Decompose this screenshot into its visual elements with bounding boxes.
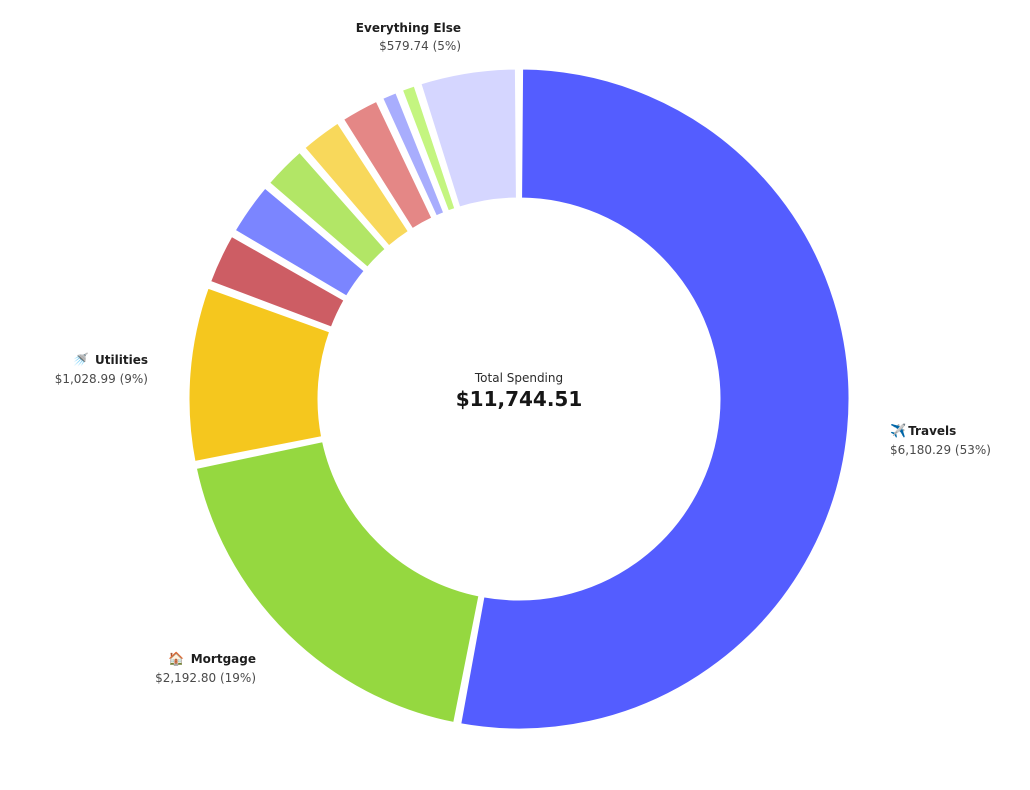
slice-name: Everything Else	[355, 21, 461, 35]
slice-value: $1,028.99 (9%)	[54, 372, 148, 386]
slice-name-row: 🏠 Mortgage	[155, 650, 256, 669]
donut-slice-mortgage[interactable]	[193, 438, 482, 726]
center-summary: Total Spending $11,744.51	[419, 371, 619, 411]
donut-slice-everything-else[interactable]	[418, 66, 519, 210]
slice-name: Utilities	[95, 353, 148, 367]
donut-slice-utilities[interactable]	[186, 285, 333, 465]
slice-label-everything-else: Everything Else $579.74 (5%)	[356, 19, 461, 55]
house-icon: 🏠	[168, 652, 185, 667]
slice-label-mortgage: 🏠 Mortgage $2,192.80 (19%)	[155, 650, 256, 687]
slice-name-row: 🚿 Utilities	[55, 351, 148, 370]
donut-slice-other-4[interactable]	[232, 185, 367, 299]
slice-value: $6,180.29 (53%)	[890, 443, 991, 457]
donut-slice-other-8[interactable]	[379, 90, 447, 219]
donut-slice-travels[interactable]	[458, 66, 852, 732]
center-caption: Total Spending	[474, 371, 564, 385]
donut-slice-other-5[interactable]	[266, 149, 388, 270]
donut-slice-other-6[interactable]	[302, 120, 412, 249]
slice-name-row: ✈️ Travels	[890, 422, 991, 441]
donut-slice-other-3[interactable]	[207, 233, 347, 330]
slice-name: Mortgage	[190, 652, 256, 666]
donut-slice-other-7[interactable]	[340, 98, 435, 232]
slice-label-utilities: 🚿 Utilities $1,028.99 (9%)	[55, 351, 148, 388]
slice-name: Travels	[908, 424, 957, 438]
shower-icon: 🚿	[72, 353, 89, 368]
slice-value: $579.74 (5%)	[379, 39, 461, 53]
slice-value: $2,192.80 (19%)	[155, 671, 256, 685]
total-spending-value: $11,744.51	[455, 387, 583, 411]
airplane-icon: ✈️	[890, 424, 907, 439]
donut-slice-other-9[interactable]	[399, 83, 458, 214]
slice-label-travels: ✈️ Travels $6,180.29 (53%)	[890, 422, 991, 459]
